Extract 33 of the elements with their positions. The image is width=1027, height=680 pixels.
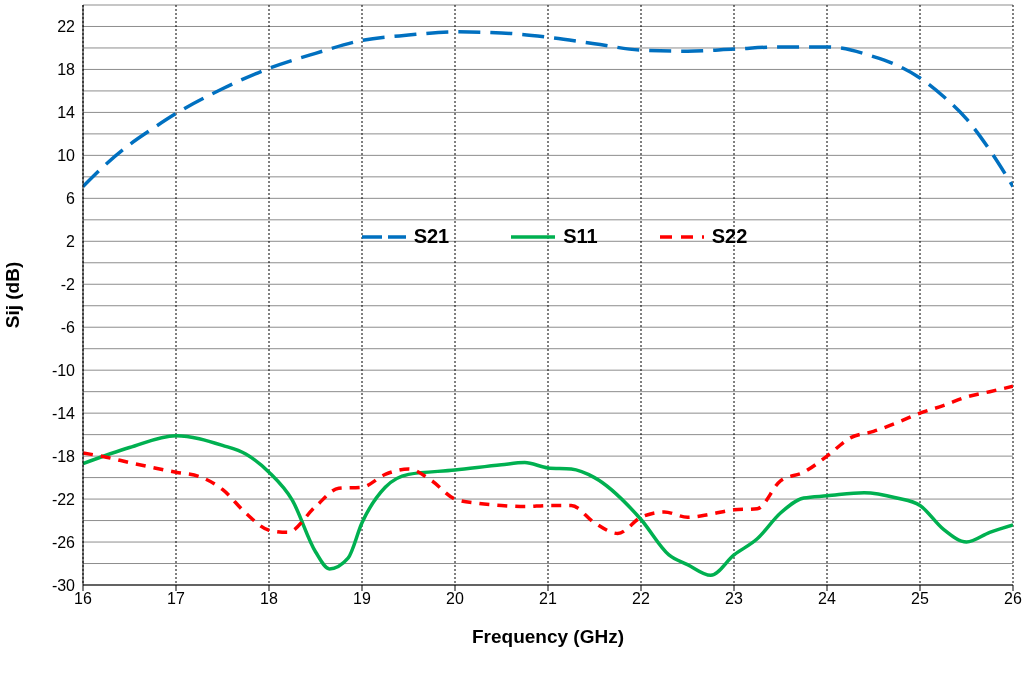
x-tick-label: 24 — [818, 590, 836, 608]
line-series — [83, 384, 1013, 536]
y-tick-label: -30 — [51, 576, 76, 594]
y-tick-label: -10 — [51, 361, 76, 379]
x-tick-label: 23 — [725, 590, 743, 608]
x-tick-label: 18 — [260, 590, 278, 608]
y-tick-label: -18 — [51, 447, 76, 465]
y-axis-title: Sij (dB) — [1, 261, 23, 329]
y-tick-label: -22 — [51, 490, 76, 508]
x-tick-label: 21 — [539, 590, 557, 608]
x-tick-label: 25 — [911, 590, 929, 608]
y-tick-label: -26 — [51, 533, 76, 551]
y-tick-label: -14 — [51, 404, 76, 422]
x-tick-label: 20 — [446, 590, 464, 608]
x-tick-label: 16 — [74, 590, 92, 608]
y-tick-label: 10 — [57, 147, 76, 165]
x-tick-label: 26 — [1004, 590, 1022, 608]
legend-label: S11 — [563, 225, 598, 248]
legend-label: S21 — [413, 225, 450, 248]
x-tick-label: 19 — [353, 590, 371, 608]
y-tick-label: 6 — [66, 190, 76, 208]
x-tick-label: 22 — [632, 590, 650, 608]
y-tick-label: -2 — [60, 275, 76, 293]
x-tick-label: 17 — [167, 590, 185, 608]
y-tick-label: 14 — [57, 104, 76, 122]
x-axis-title: Frequency (GHz) — [471, 626, 625, 647]
y-tick-label: 2 — [66, 232, 76, 250]
legend-label: S22 — [711, 225, 748, 248]
y-tick-label: -6 — [60, 318, 76, 336]
line-series — [83, 30, 1013, 189]
line-series — [83, 433, 1013, 578]
y-tick-label: 18 — [57, 61, 76, 79]
y-tick-label: 22 — [57, 18, 76, 36]
